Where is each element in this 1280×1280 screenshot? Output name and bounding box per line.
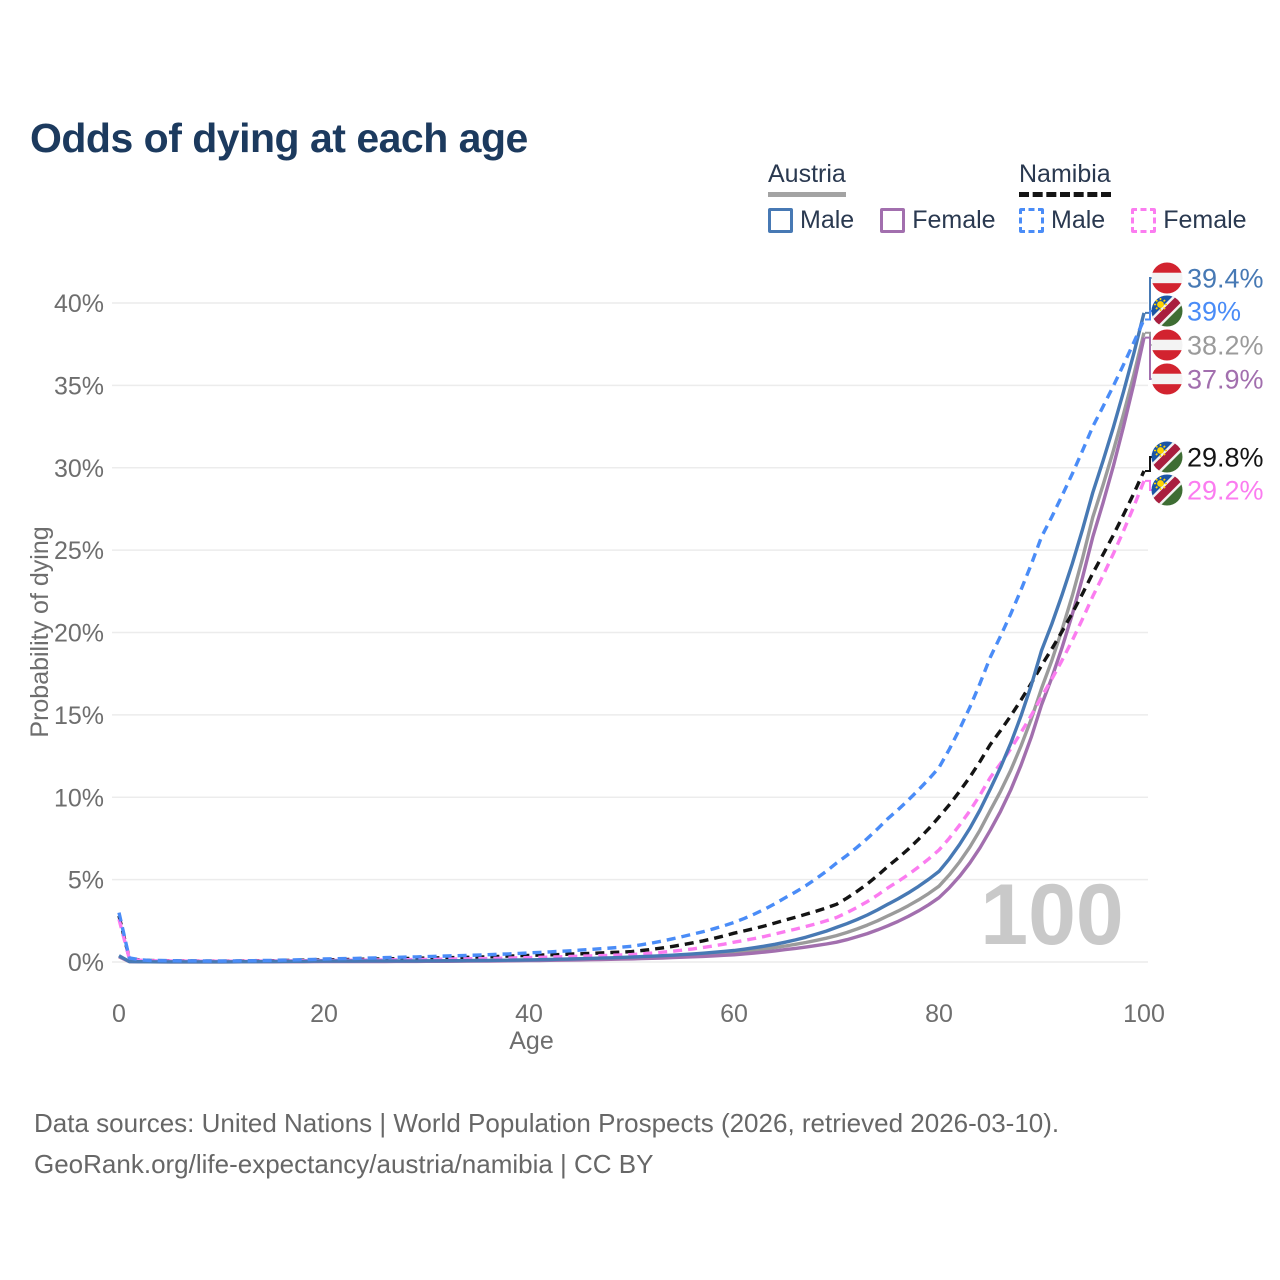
- austria-flag-art: [1151, 262, 1183, 294]
- legend-austria-items: Male Female: [768, 206, 1022, 235]
- sun-ray: [1162, 485, 1166, 489]
- y-tick-label: 25%: [54, 537, 104, 565]
- sun-ray: [1162, 299, 1166, 302]
- namibia-flag-art: [1151, 295, 1183, 327]
- y-tick-label: 20%: [54, 620, 104, 648]
- end-label-value: 29.8%: [1187, 443, 1264, 473]
- stripe-bottom: [1151, 350, 1183, 361]
- y-tick-label: 35%: [54, 372, 104, 400]
- sun-ray: [1155, 299, 1158, 302]
- sun: [1157, 480, 1164, 487]
- austria-flag-art: [1151, 363, 1183, 395]
- namibia-flag-icon: [1151, 441, 1183, 473]
- end-label-value: 39%: [1187, 297, 1241, 327]
- x-tick-label: 100: [1123, 1000, 1165, 1028]
- legend-group-namibia: Namibia Male Female: [1019, 160, 1273, 235]
- end-label-value: 37.9%: [1187, 365, 1264, 395]
- end-label-group: 29.2%: [1145, 474, 1264, 506]
- end-label-value: 39.4%: [1187, 264, 1264, 294]
- legend-item-namibia-female[interactable]: Female: [1131, 206, 1247, 235]
- end-label-group: 39.4%: [1145, 262, 1264, 314]
- red-band: [1151, 474, 1183, 506]
- austria-flag-icon: [1151, 363, 1183, 395]
- namibia-female-swatch-icon: [1131, 208, 1157, 233]
- namibia-flag-art: [1151, 474, 1183, 506]
- sun-ray: [1162, 306, 1166, 310]
- stripe-middle: [1151, 339, 1183, 351]
- y-tick-label: 0%: [68, 949, 104, 977]
- series-line-austria-male: [118, 312, 1146, 964]
- legend-namibia-items: Male Female: [1019, 206, 1273, 235]
- sun-ray: [1155, 452, 1158, 456]
- legend-group-austria: Austria Male Female: [768, 160, 1022, 235]
- x-tick-label: 60: [720, 1000, 748, 1028]
- end-label-group: 37.9%: [1145, 336, 1264, 395]
- y-axis-title: Probability of dying: [26, 526, 54, 737]
- end-label-group: 29.8%: [1145, 441, 1264, 473]
- legend-item-austria-female[interactable]: Female: [880, 206, 996, 235]
- legend-austria-title: Austria: [768, 160, 846, 197]
- sun-ray: [1162, 478, 1166, 481]
- stripe-top: [1151, 262, 1183, 273]
- x-tick-label: 0: [112, 1000, 126, 1028]
- legend: Austria Male Female Namibia Male Female: [0, 160, 1280, 250]
- legend-namibia-title: Namibia: [1019, 160, 1111, 197]
- sun-ray: [1155, 485, 1158, 489]
- y-tick-label: 15%: [54, 702, 104, 730]
- stripe-top: [1151, 363, 1183, 374]
- footer-attribution-line: GeoRank.org/life-expectancy/austria/nami…: [34, 1149, 654, 1179]
- sun-ray: [1155, 306, 1158, 310]
- austria-flag-icon: [1151, 262, 1183, 294]
- stripe-middle: [1151, 373, 1183, 385]
- sun: [1157, 447, 1164, 454]
- legend-item-namibia-male[interactable]: Male: [1019, 206, 1105, 235]
- legend-austria-female-label: Female: [912, 206, 996, 234]
- sun-ray: [1155, 445, 1158, 448]
- end-label-group: 39%: [1145, 295, 1241, 327]
- legend-item-austria-male[interactable]: Male: [768, 206, 854, 235]
- end-label-value: 38.2%: [1187, 331, 1264, 361]
- namibia-male-swatch-icon: [1019, 208, 1044, 233]
- x-tick-label: 20: [310, 1000, 338, 1028]
- sun-ray: [1162, 445, 1166, 448]
- y-tick-label: 30%: [54, 455, 104, 483]
- austria-flag-icon: [1151, 329, 1183, 361]
- y-tick-label: 5%: [68, 867, 104, 895]
- austria-male-swatch-icon: [768, 208, 793, 233]
- footer-sources-line: Data sources: United Nations | World Pop…: [34, 1108, 1060, 1138]
- namibia-flag-icon: [1151, 474, 1183, 506]
- x-tick-label: 40: [515, 1000, 543, 1028]
- red-band: [1151, 441, 1183, 473]
- red-band: [1151, 295, 1183, 327]
- namibia-flag-art: [1151, 441, 1183, 473]
- legend-namibia-male-label: Male: [1051, 206, 1106, 234]
- sun-ray: [1155, 478, 1158, 481]
- sun-ray: [1162, 452, 1166, 456]
- series-line-namibia-male: [117, 318, 1146, 963]
- footer: Data sources: United Nations | World Pop…: [34, 1103, 1059, 1185]
- age-watermark: 100: [980, 867, 1124, 963]
- x-axis-title: Age: [509, 1027, 553, 1055]
- stripe-middle: [1151, 272, 1183, 284]
- stripe-bottom: [1151, 283, 1183, 294]
- legend-austria-male-label: Male: [800, 206, 855, 234]
- namibia-flag-icon: [1151, 295, 1183, 327]
- stripe-bottom: [1151, 384, 1183, 395]
- y-tick-label: 40%: [54, 290, 104, 318]
- legend-namibia-female-label: Female: [1163, 206, 1247, 234]
- end-label-group: 38.2%: [1145, 329, 1264, 361]
- austria-female-swatch-icon: [880, 208, 906, 233]
- series-line-namibia-both-sexes: [117, 470, 1146, 963]
- austria-flag-art: [1151, 329, 1183, 361]
- x-tick-label: 80: [925, 1000, 953, 1028]
- gridlines: 0% 5% 10% 15% 20% 25% 30% 35% 40%: [54, 290, 1148, 977]
- stripe-top: [1151, 329, 1183, 340]
- y-tick-label: 10%: [54, 784, 104, 812]
- sun: [1157, 301, 1164, 308]
- page-title: Odds of dying at each age: [30, 115, 528, 162]
- end-label-value: 29.2%: [1187, 476, 1264, 506]
